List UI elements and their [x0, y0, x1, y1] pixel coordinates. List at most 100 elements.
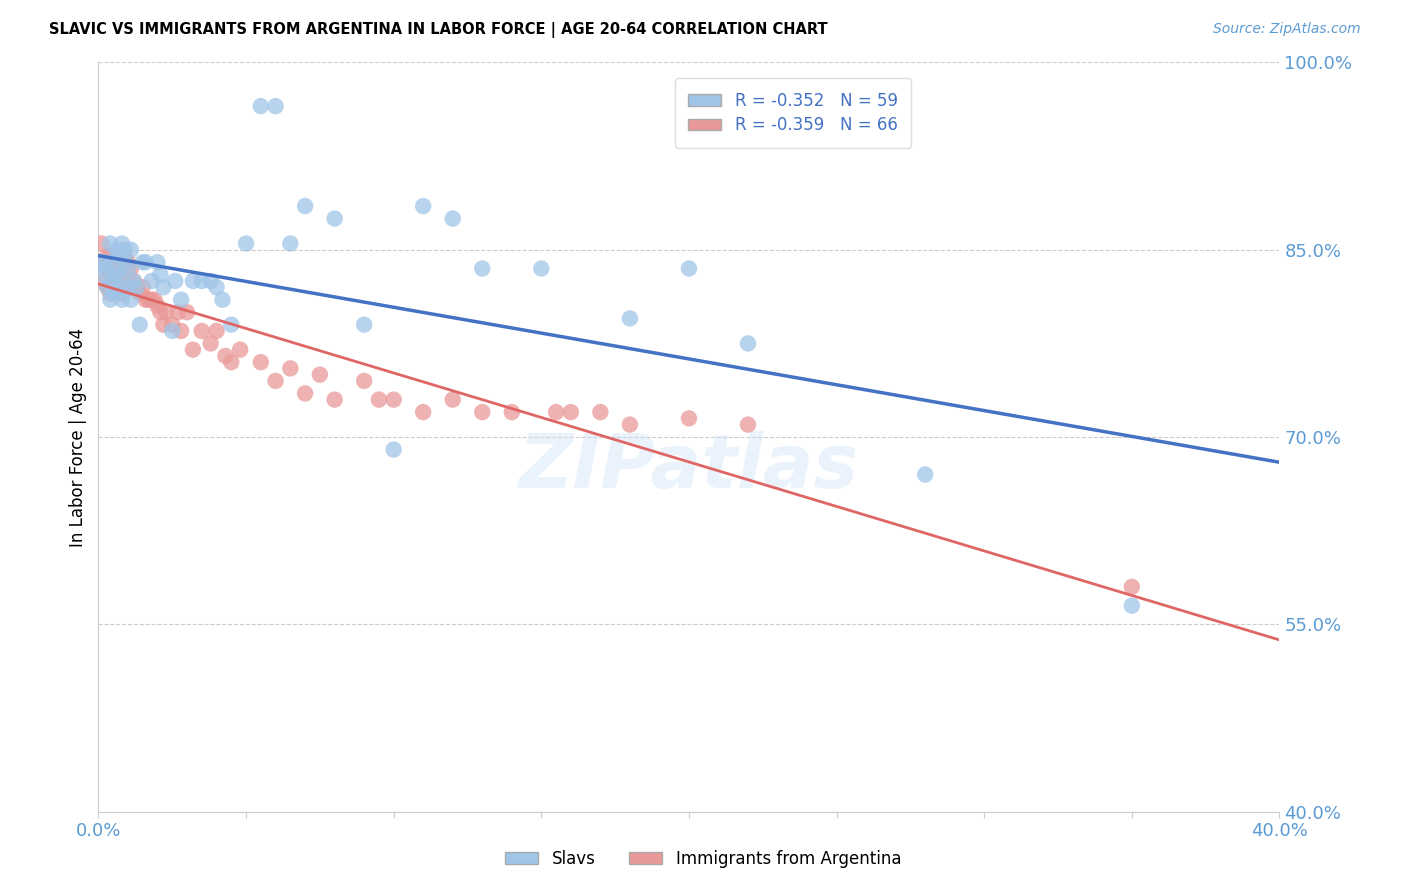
Point — [280, 236, 302, 251]
Point — [530, 261, 553, 276]
Point — [96, 249, 118, 263]
Point — [108, 280, 131, 294]
Point — [323, 211, 346, 226]
Point — [111, 255, 134, 269]
Point — [152, 318, 174, 332]
Point — [103, 274, 125, 288]
Point — [678, 411, 700, 425]
Point — [353, 318, 375, 332]
Point — [146, 255, 169, 269]
Point — [143, 293, 166, 307]
Point — [589, 405, 612, 419]
Point — [93, 268, 115, 282]
Point — [170, 293, 193, 307]
Point — [93, 255, 115, 269]
Point — [105, 268, 128, 282]
Point — [120, 243, 142, 257]
Point — [471, 261, 494, 276]
Point — [135, 293, 157, 307]
Point — [560, 405, 582, 419]
Point — [114, 243, 136, 257]
Point — [200, 274, 222, 288]
Point — [191, 324, 214, 338]
Point — [155, 305, 177, 319]
Point — [108, 268, 131, 282]
Point — [162, 324, 183, 338]
Point — [98, 249, 121, 263]
Point — [108, 249, 131, 263]
Point — [105, 280, 128, 294]
Point — [264, 99, 287, 113]
Point — [108, 280, 131, 294]
Point — [205, 280, 228, 294]
Point — [120, 293, 142, 307]
Point — [191, 274, 214, 288]
Point — [264, 374, 287, 388]
Text: Source: ZipAtlas.com: Source: ZipAtlas.com — [1213, 22, 1361, 37]
Point — [214, 349, 236, 363]
Point — [280, 361, 302, 376]
Point — [141, 274, 163, 288]
Point — [162, 318, 183, 332]
Point — [111, 293, 134, 307]
Point — [412, 199, 434, 213]
Point — [105, 243, 128, 257]
Point — [103, 255, 125, 269]
Point — [165, 274, 187, 288]
Point — [146, 299, 169, 313]
Point — [221, 318, 243, 332]
Point — [619, 417, 641, 432]
Point — [103, 286, 125, 301]
Point — [181, 274, 204, 288]
Point — [96, 280, 118, 294]
Point — [98, 293, 121, 307]
Point — [368, 392, 391, 407]
Point — [235, 236, 257, 251]
Point — [114, 255, 136, 269]
Point — [111, 286, 134, 301]
Point — [211, 293, 233, 307]
Point — [132, 255, 155, 269]
Point — [309, 368, 332, 382]
Point — [250, 355, 273, 369]
Point — [546, 405, 568, 419]
Point — [619, 311, 641, 326]
Point — [122, 274, 145, 288]
Point — [141, 293, 163, 307]
Point — [128, 286, 150, 301]
Point — [170, 324, 193, 338]
Text: SLAVIC VS IMMIGRANTS FROM ARGENTINA IN LABOR FORCE | AGE 20-64 CORRELATION CHART: SLAVIC VS IMMIGRANTS FROM ARGENTINA IN L… — [49, 22, 828, 38]
Point — [114, 249, 136, 263]
Point — [152, 280, 174, 294]
Point — [96, 261, 118, 276]
Point — [441, 211, 464, 226]
Point — [90, 255, 112, 269]
Point — [117, 261, 139, 276]
Point — [737, 336, 759, 351]
Point — [294, 199, 316, 213]
Point — [96, 261, 118, 276]
Point — [135, 255, 157, 269]
Point — [294, 386, 316, 401]
Point — [914, 467, 936, 482]
Legend: Slavs, Immigrants from Argentina: Slavs, Immigrants from Argentina — [498, 844, 908, 875]
Point — [117, 274, 139, 288]
Text: ZIPatlas: ZIPatlas — [519, 431, 859, 504]
Point — [471, 405, 494, 419]
Point — [149, 305, 172, 319]
Point — [205, 324, 228, 338]
Point — [117, 280, 139, 294]
Point — [90, 255, 112, 269]
Point — [125, 280, 148, 294]
Point — [149, 268, 172, 282]
Point — [105, 255, 128, 269]
Point — [96, 280, 118, 294]
Point — [382, 442, 405, 457]
Point — [117, 255, 139, 269]
Point — [122, 274, 145, 288]
Point — [105, 286, 128, 301]
Point — [132, 280, 155, 294]
Point — [103, 255, 125, 269]
Point — [98, 286, 121, 301]
Point — [98, 236, 121, 251]
